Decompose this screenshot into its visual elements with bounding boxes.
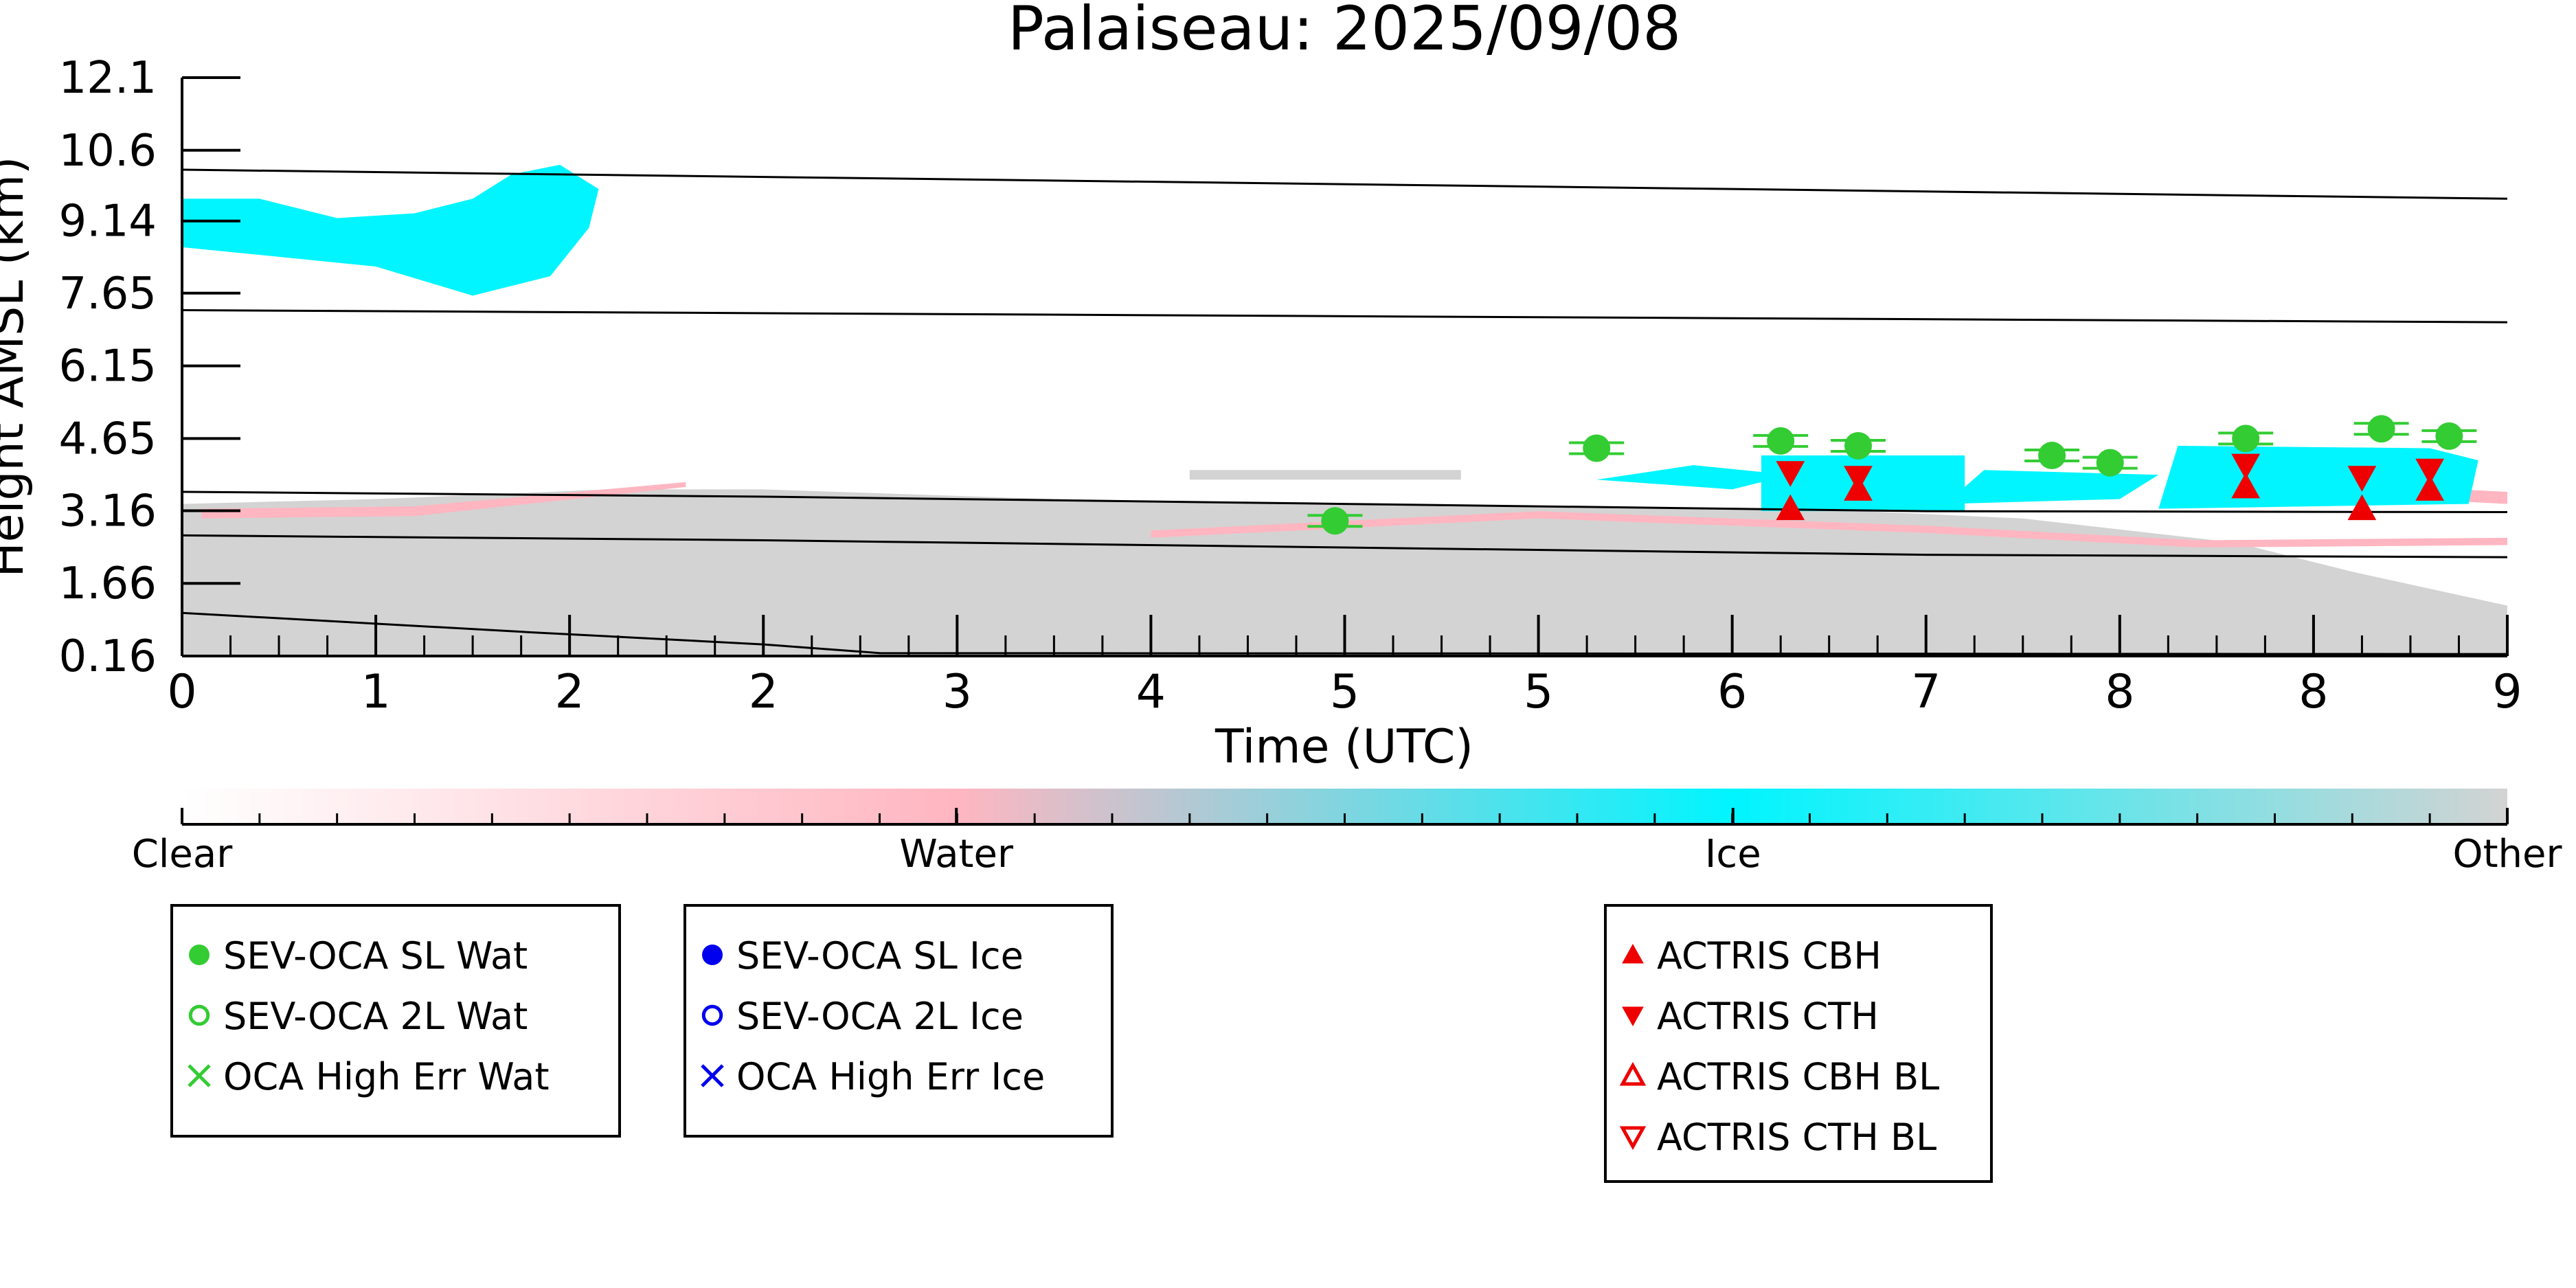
x-tick-label: 0 <box>167 665 196 719</box>
legend-box: SEV-OCA SL Wat SEV-OCA 2L Wat OCA High Err… <box>170 904 621 1138</box>
y-tick-label: 9.14 <box>59 196 157 247</box>
y-axis-label: Height AMSL (km) <box>0 157 34 578</box>
y-tick-label: 7.65 <box>59 269 157 319</box>
marker-triangle-up <box>1622 943 1644 964</box>
y-tick-label: 12.1 <box>59 53 157 104</box>
legend-entry: ACTRIS CBH <box>1657 934 1882 978</box>
marker-triangle-down <box>2231 453 2261 480</box>
marker-x <box>701 1064 724 1087</box>
marker-filled-circle <box>2232 425 2260 453</box>
reference-line <box>182 308 2507 324</box>
y-tick-label: 10.6 <box>59 126 157 177</box>
x-tick-label: 5 <box>1330 665 1359 719</box>
x-tick-label: 8 <box>2105 665 2134 719</box>
marker-filled-circle <box>2038 442 2066 470</box>
legend-entry: OCA High Err Wat <box>223 1055 550 1098</box>
x-tick-label: 4 <box>1136 665 1166 719</box>
axes: 0.16 1.66 3.16 4.65 6.15 7.65 9.14 10.6 12.1 0 1 2 2… <box>59 53 2522 719</box>
region-ice <box>1761 455 1965 512</box>
x-tick-label: 8 <box>2298 665 2328 719</box>
legend-entry: SEV-OCA SL Ice <box>736 934 1024 978</box>
x-tick-label: 6 <box>1717 665 1747 719</box>
reference-line <box>182 534 2507 558</box>
marker-filled-circle <box>1767 427 1795 455</box>
colorbar: Clear Water Ice Other <box>132 789 2562 877</box>
x-tick-label: 9 <box>2492 665 2522 719</box>
colorbar-label: Water <box>899 832 1014 877</box>
legend-frame <box>1604 904 1993 1183</box>
y-tick-label: 0.16 <box>59 631 157 682</box>
marker-triangle-up <box>1776 494 1805 521</box>
marker-open-circle <box>188 1004 210 1026</box>
chart-title: Palaiseau: 2025/09/08 <box>1008 0 1681 64</box>
legend-entry: ACTRIS CTH <box>1657 995 1879 1038</box>
classification-regions <box>182 164 2507 656</box>
marker-filled-circle <box>702 945 723 965</box>
x-tick-label: 2 <box>749 665 778 719</box>
marker-filled-circle <box>2367 415 2395 443</box>
legend-entry: OCA High Err Ice <box>736 1055 1045 1098</box>
region-ice <box>182 164 599 296</box>
marker-triangle-down <box>1844 466 1873 492</box>
legend-entry: SEV-OCA 2L Ice <box>736 995 1024 1038</box>
legend-frame <box>683 904 1114 1138</box>
marker-triangle-down <box>1776 461 1805 487</box>
data-markers <box>1307 415 2477 535</box>
reference-line <box>182 490 2507 514</box>
marker-open-triangle-down <box>1619 1126 1647 1151</box>
marker-filled-circle <box>2435 422 2463 450</box>
marker-triangle-down <box>2347 466 2377 492</box>
x-tick-label: 3 <box>942 665 972 719</box>
y-tick-label: 1.66 <box>59 558 157 609</box>
y-tick-label: 3.16 <box>59 486 157 536</box>
region-other <box>1189 470 1461 480</box>
x-tick-label: 5 <box>1524 665 1553 719</box>
region-ice <box>1596 465 1791 490</box>
x-tick-label: 1 <box>361 665 390 719</box>
marker-x <box>188 1064 211 1087</box>
x-tick-label: 7 <box>1911 665 1941 719</box>
colorbar-label: Clear <box>132 832 233 877</box>
marker-triangle-down <box>1622 1006 1644 1027</box>
marker-filled-circle <box>189 945 210 965</box>
reference-line <box>182 168 2507 200</box>
legend-box: SEV-OCA SL Ice SEV-OCA 2L Ice OCA High Err… <box>683 904 1114 1138</box>
marker-open-circle <box>701 1004 723 1026</box>
colorbar-label: Ice <box>1705 832 1761 877</box>
legend-entry: ACTRIS CBH BL <box>1657 1055 1939 1098</box>
region-water <box>201 482 686 519</box>
legend-frame <box>170 904 621 1138</box>
marker-triangle-up <box>2347 494 2377 521</box>
marker-triangle-up <box>2415 475 2445 501</box>
marker-filled-circle <box>1583 434 1611 462</box>
marker-filled-circle <box>1321 507 1349 535</box>
marker-filled-circle <box>1844 431 1873 460</box>
colorbar-label: Other <box>2452 832 2562 877</box>
marker-open-triangle-up <box>1619 1061 1647 1086</box>
marker-triangle-up <box>2231 472 2261 499</box>
marker-filled-circle <box>2096 449 2124 477</box>
y-tick-label: 6.15 <box>59 341 157 392</box>
marker-triangle-down <box>2415 458 2445 485</box>
legends: SEV-OCA SL Wat SEV-OCA 2L Wat OCA High Err… <box>170 904 1993 1183</box>
x-axis-label: Time (UTC) <box>1214 720 1473 774</box>
x-tick-label: 2 <box>555 665 585 719</box>
legend-entry: SEV-OCA SL Wat <box>223 934 528 978</box>
region-water <box>1151 511 2507 548</box>
region-ice <box>1945 470 2159 504</box>
legend-entry: SEV-OCA 2L Wat <box>223 995 528 1038</box>
legend-entry: ACTRIS CTH BL <box>1657 1116 1936 1159</box>
legend-box: ACTRIS CBH ACTRIS CTH ACTRIS CBH BL ACTRIS … <box>1604 904 1993 1183</box>
y-tick-label: 4.65 <box>59 414 157 464</box>
